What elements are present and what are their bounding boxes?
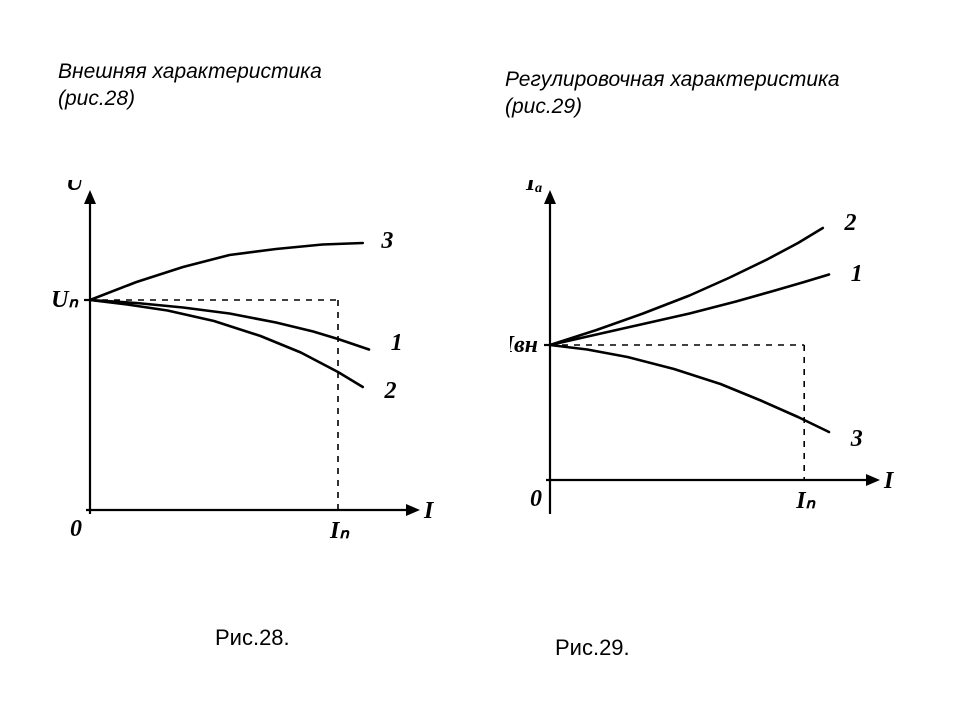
svg-text:U: U [66,180,85,196]
svg-text:1: 1 [851,261,863,287]
svg-text:3: 3 [850,426,863,452]
svg-text:0: 0 [530,486,542,512]
chart-right-svg: Iвн 2 1 3 Iₐ I 0 Iₙ [510,180,910,570]
svg-text:Iₙ: Iₙ [329,518,350,544]
svg-text:Iвн: Iвн [510,332,538,358]
title-right: Регулировочная характеристика (рис.29) [505,66,845,121]
svg-text:Iₐ: Iₐ [525,180,543,196]
chart-left-svg: Uₙ 3 1 2 U I 0 Iₙ [50,180,450,570]
svg-text:2: 2 [384,378,397,404]
chart-left: Uₙ 3 1 2 U I 0 Iₙ [50,180,450,570]
chart-right: Iвн 2 1 3 Iₐ I 0 Iₙ [510,180,910,570]
caption-right: Рис.29. [555,635,630,661]
page: Внешняя характеристика (рис.28) Регулиро… [0,0,960,720]
svg-text:Iₙ: Iₙ [795,488,816,514]
svg-text:2: 2 [844,210,857,236]
svg-text:1: 1 [391,330,403,356]
svg-text:0: 0 [70,516,82,542]
svg-text:3: 3 [380,228,393,254]
svg-text:Uₙ: Uₙ [51,287,79,313]
svg-text:I: I [883,468,895,494]
title-left: Внешняя характеристика (рис.28) [58,58,378,113]
svg-text:I: I [423,498,435,524]
caption-left: Рис.28. [215,625,290,651]
